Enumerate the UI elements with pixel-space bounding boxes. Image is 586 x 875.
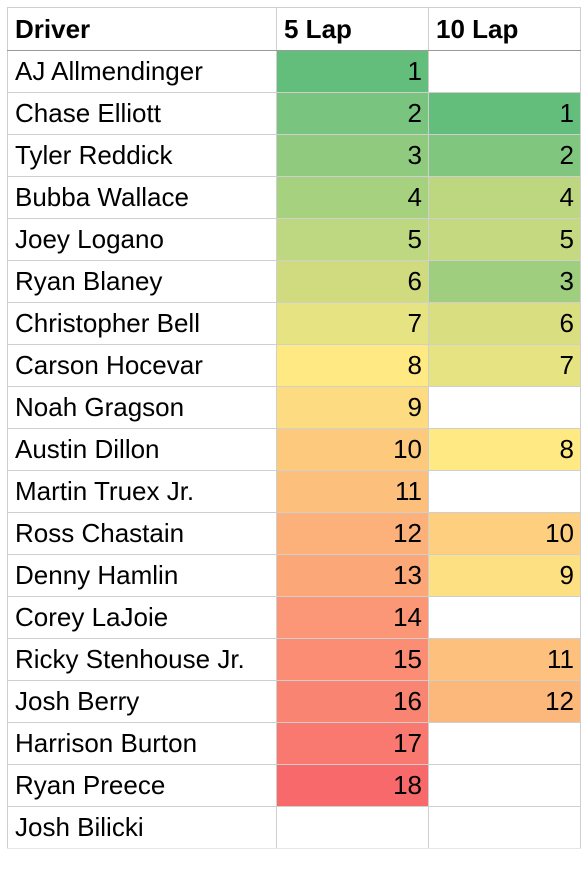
five-lap-cell[interactable]: 7 — [276, 302, 429, 345]
ten-lap-cell[interactable]: 6 — [428, 302, 581, 345]
five-lap-cell[interactable] — [276, 806, 429, 849]
header-driver[interactable]: Driver — [7, 7, 277, 51]
driver-cell[interactable]: Noah Gragson — [7, 386, 277, 429]
ten-lap-cell[interactable] — [428, 50, 581, 93]
ten-lap-cell[interactable] — [428, 596, 581, 639]
table-row: Tyler Reddick 3 2 — [7, 134, 581, 177]
five-lap-cell[interactable]: 16 — [276, 680, 429, 723]
ten-lap-cell[interactable] — [428, 386, 581, 429]
driver-cell[interactable]: Ryan Preece — [7, 764, 277, 807]
ten-lap-cell[interactable]: 3 — [428, 260, 581, 303]
driver-cell[interactable]: Josh Berry — [7, 680, 277, 723]
header-ten-lap[interactable]: 10 Lap — [428, 7, 581, 51]
ten-lap-cell[interactable]: 7 — [428, 344, 581, 387]
table-row: Austin Dillon 10 8 — [7, 428, 581, 471]
driver-cell[interactable]: Joey Logano — [7, 218, 277, 261]
five-lap-cell[interactable]: 10 — [276, 428, 429, 471]
table-row: Denny Hamlin 13 9 — [7, 554, 581, 597]
ten-lap-cell[interactable]: 8 — [428, 428, 581, 471]
ten-lap-cell[interactable] — [428, 764, 581, 807]
ten-lap-cell[interactable] — [428, 470, 581, 513]
ten-lap-cell[interactable] — [428, 722, 581, 765]
driver-cell[interactable]: Martin Truex Jr. — [7, 470, 277, 513]
driver-cell[interactable]: Harrison Burton — [7, 722, 277, 765]
five-lap-cell[interactable]: 1 — [276, 50, 429, 93]
table-row: Carson Hocevar 8 7 — [7, 344, 581, 387]
five-lap-cell[interactable]: 15 — [276, 638, 429, 681]
driver-cell[interactable]: Austin Dillon — [7, 428, 277, 471]
table-row: Ryan Blaney 6 3 — [7, 260, 581, 303]
table-row: Ricky Stenhouse Jr. 15 11 — [7, 638, 581, 681]
header-five-lap[interactable]: 5 Lap — [276, 7, 429, 51]
five-lap-cell[interactable]: 5 — [276, 218, 429, 261]
table-row: Josh Bilicki — [7, 806, 581, 849]
table-row: Martin Truex Jr. 11 — [7, 470, 581, 513]
table-row: AJ Allmendinger 1 — [7, 50, 581, 93]
driver-cell[interactable]: Corey LaJoie — [7, 596, 277, 639]
five-lap-cell[interactable]: 12 — [276, 512, 429, 555]
table-row: Chase Elliott 2 1 — [7, 92, 581, 135]
five-lap-cell[interactable]: 2 — [276, 92, 429, 135]
table-row: Christopher Bell 7 6 — [7, 302, 581, 345]
five-lap-cell[interactable]: 9 — [276, 386, 429, 429]
table-row: Joey Logano 5 5 — [7, 218, 581, 261]
header-row: Driver 5 Lap 10 Lap — [7, 7, 581, 51]
table-row: Harrison Burton 17 — [7, 722, 581, 765]
driver-cell[interactable]: Josh Bilicki — [7, 806, 277, 849]
table-row: Corey LaJoie 14 — [7, 596, 581, 639]
ten-lap-cell[interactable]: 1 — [428, 92, 581, 135]
table-row: Noah Gragson 9 — [7, 386, 581, 429]
driver-cell[interactable]: Ryan Blaney — [7, 260, 277, 303]
ten-lap-cell[interactable]: 4 — [428, 176, 581, 219]
five-lap-cell[interactable]: 8 — [276, 344, 429, 387]
driver-rankings-table: Driver 5 Lap 10 Lap AJ Allmendinger 1 Chas… — [7, 7, 581, 849]
ten-lap-cell[interactable]: 2 — [428, 134, 581, 177]
driver-cell[interactable]: Christopher Bell — [7, 302, 277, 345]
ten-lap-cell[interactable] — [428, 806, 581, 849]
five-lap-cell[interactable]: 3 — [276, 134, 429, 177]
ten-lap-cell[interactable]: 5 — [428, 218, 581, 261]
five-lap-cell[interactable]: 17 — [276, 722, 429, 765]
ten-lap-cell[interactable]: 9 — [428, 554, 581, 597]
ten-lap-cell[interactable]: 11 — [428, 638, 581, 681]
driver-cell[interactable]: AJ Allmendinger — [7, 50, 277, 93]
driver-cell[interactable]: Tyler Reddick — [7, 134, 277, 177]
ten-lap-cell[interactable]: 10 — [428, 512, 581, 555]
five-lap-cell[interactable]: 18 — [276, 764, 429, 807]
driver-cell[interactable]: Bubba Wallace — [7, 176, 277, 219]
driver-cell[interactable]: Ross Chastain — [7, 512, 277, 555]
table-row: Ross Chastain 12 10 — [7, 512, 581, 555]
table-row: Bubba Wallace 4 4 — [7, 176, 581, 219]
five-lap-cell[interactable]: 4 — [276, 176, 429, 219]
ten-lap-cell[interactable]: 12 — [428, 680, 581, 723]
five-lap-cell[interactable]: 6 — [276, 260, 429, 303]
five-lap-cell[interactable]: 14 — [276, 596, 429, 639]
driver-cell[interactable]: Denny Hamlin — [7, 554, 277, 597]
five-lap-cell[interactable]: 11 — [276, 470, 429, 513]
driver-cell[interactable]: Chase Elliott — [7, 92, 277, 135]
driver-cell[interactable]: Carson Hocevar — [7, 344, 277, 387]
table-row: Josh Berry 16 12 — [7, 680, 581, 723]
driver-cell[interactable]: Ricky Stenhouse Jr. — [7, 638, 277, 681]
five-lap-cell[interactable]: 13 — [276, 554, 429, 597]
table-row: Ryan Preece 18 — [7, 764, 581, 807]
